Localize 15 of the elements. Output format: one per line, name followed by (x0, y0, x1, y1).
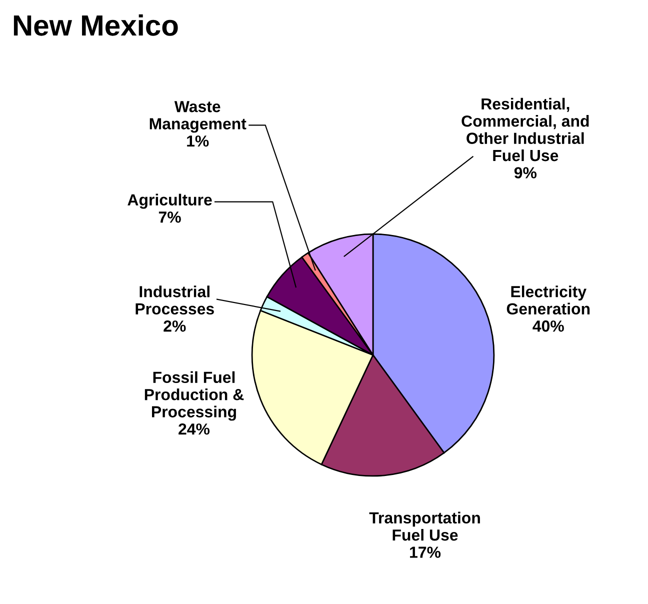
slice-label: Residential, Commercial, and Other Industrial Fuel Use (462, 98, 589, 162)
slice-label: Industrial Processes (136, 286, 214, 315)
data-label: 1% (187, 135, 209, 147)
data-label: 7% (158, 212, 181, 223)
data-label: 40% (532, 320, 564, 332)
slice-label: Electricity Generation (506, 286, 590, 315)
data-label: 2% (164, 320, 186, 332)
data-label: 17% (410, 546, 441, 558)
slice-label: Agriculture (128, 194, 212, 209)
data-label: 24% (178, 423, 210, 435)
chart-title: New Mexico (14, 14, 178, 36)
data-label: 9% (514, 167, 537, 178)
slice-label: Fossil Fuel Production & Processing (144, 371, 244, 421)
slice-label: Transportation Fuel Use (369, 512, 480, 541)
slice-label: Waste Management (150, 101, 246, 133)
